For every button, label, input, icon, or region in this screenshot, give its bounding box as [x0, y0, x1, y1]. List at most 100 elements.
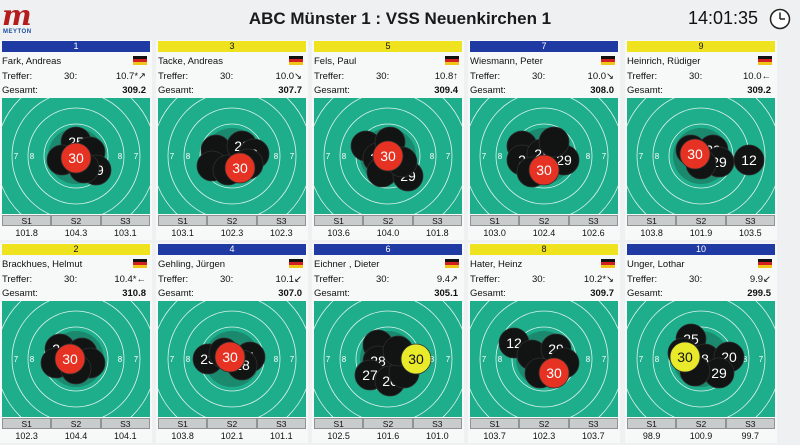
ring-number: 7: [759, 355, 764, 364]
germany-flag-icon: [289, 56, 303, 65]
series-2-label: S2: [363, 418, 413, 429]
target-display: 77882430: [2, 301, 150, 417]
lane-number: 4: [158, 244, 306, 255]
ring-number: 8: [430, 152, 435, 161]
series-1-value: 98.9: [642, 431, 661, 441]
series-values: 103.7 102.3 103.7: [470, 430, 618, 442]
series-3-label: S3: [256, 215, 306, 226]
series-header: S1 S2 S3: [158, 215, 306, 226]
series-1-label: S1: [627, 215, 677, 226]
treffer-label: Treffer:: [627, 71, 658, 82]
current-shot-marker: 30: [679, 138, 711, 170]
shot-number: 30: [408, 351, 424, 367]
last-shot-value: 9.9↙: [749, 274, 771, 285]
last-shot-value: 10.8↑: [434, 71, 458, 82]
target-ring: [167, 301, 297, 417]
shooter-card: 9 Heinrich, Rüdiger Treffer: 30: 10.0← G…: [625, 40, 777, 240]
series-header: S1 S2 S3: [627, 418, 775, 429]
shot-count: 30:: [532, 274, 546, 285]
ring-number: 7: [290, 152, 295, 161]
shot-count: 30:: [376, 274, 390, 285]
target-ring: [323, 301, 453, 417]
series-3-value: 101.1: [270, 431, 293, 441]
germany-flag-icon: [133, 56, 147, 65]
target-display: 7 7 8 8 25 8 20 29 30: [627, 301, 775, 417]
shot-number: 29: [711, 365, 727, 381]
series-2-value: 102.3: [532, 431, 556, 441]
ring-number: 7: [602, 355, 607, 364]
ring-number: 8: [274, 355, 279, 364]
target-ring: [11, 301, 141, 417]
ring-number: 7: [446, 355, 451, 364]
target-ring: [652, 310, 750, 408]
total-score: 305.1: [434, 288, 458, 299]
gesamt-label: Gesamt:: [470, 85, 506, 96]
shooter-name: Eichner , Dieter: [314, 259, 380, 270]
series-3-label: S3: [412, 215, 462, 226]
series-values: 103.8 102.1 101.1: [158, 430, 306, 442]
current-shot-marker: 30: [669, 341, 701, 373]
current-shot-marker: 30: [224, 152, 256, 184]
series-3-value: 103.1: [114, 228, 137, 238]
shot-number: 30: [222, 349, 238, 365]
target-display: 7 7 8 8 2 28 29 30: [470, 98, 618, 214]
series-header: S1 S2 S3: [158, 418, 306, 429]
header-bar: m MEYTON ABC Münster 1 : VSS Neuenkirche…: [0, 0, 800, 40]
target-ring: [43, 123, 109, 189]
series-values: 102.5 101.6 101.0: [314, 430, 462, 442]
series-3-value: 101.0: [426, 431, 449, 441]
ring-number: 8: [498, 355, 503, 364]
target-rings: 778829291230: [627, 98, 775, 214]
series-2-value: 104.4: [64, 431, 88, 441]
shot-count: 30:: [532, 71, 546, 82]
ring-number: 8: [186, 355, 191, 364]
series-3-value: 102.3: [270, 228, 293, 238]
series-values: 103.6 104.0 101.8: [314, 227, 462, 239]
target-ring: [323, 98, 453, 214]
meyton-logo: m MEYTON: [0, 2, 32, 36]
treffer-label: Treffer:: [314, 274, 345, 285]
series-1-value: 103.0: [483, 228, 506, 238]
target-ring: [11, 98, 141, 214]
series-values: 103.1 102.3 102.3: [158, 227, 306, 239]
target-rings: 7788272930: [314, 98, 462, 214]
series-2-label: S2: [519, 418, 569, 429]
treffer-label: Treffer:: [2, 71, 33, 82]
ring-number: 7: [134, 355, 139, 364]
series-values: 98.9 100.9 99.7: [627, 430, 775, 442]
lane-number: 7: [470, 41, 618, 52]
series-1-label: S1: [314, 418, 364, 429]
ring-number: 8: [186, 152, 191, 161]
target-ring: [167, 98, 297, 214]
germany-flag-icon: [758, 259, 772, 268]
series-2-value: 102.1: [220, 431, 244, 441]
lane-number: 9: [627, 41, 775, 52]
match-title: ABC Münster 1 : VSS Neuenkirchen 1: [248, 9, 552, 28]
shot-number: 12: [741, 152, 757, 168]
ring-number: 7: [482, 355, 487, 364]
series-header: S1 S2 S3: [470, 418, 618, 429]
shot-marker: 29: [703, 357, 735, 389]
series-header: S1 S2 S3: [314, 418, 462, 429]
ring-number: 8: [30, 355, 35, 364]
germany-flag-icon: [758, 56, 772, 65]
series-3-value: 104.1: [114, 431, 137, 441]
series-1-value: 102.5: [327, 431, 350, 441]
shooter-card: 2 Brackhues, Helmut Treffer: 30: 10.4*← …: [0, 243, 152, 443]
shot-count: 30:: [64, 274, 78, 285]
gesamt-label: Gesamt:: [158, 85, 194, 96]
total-score: 308.0: [590, 85, 614, 96]
last-shot-value: 10.0↘: [275, 71, 302, 82]
ring-number: 7: [290, 355, 295, 364]
target-display: 778829291230: [627, 98, 775, 214]
series-3-value: 102.6: [582, 228, 605, 238]
gesamt-label: Gesamt:: [314, 288, 350, 299]
lane-number: 10: [627, 244, 775, 255]
series-3-label: S3: [256, 418, 306, 429]
target-ring: [183, 310, 281, 408]
series-1-label: S1: [470, 215, 520, 226]
germany-flag-icon: [289, 259, 303, 268]
shot-count: 30:: [376, 71, 390, 82]
